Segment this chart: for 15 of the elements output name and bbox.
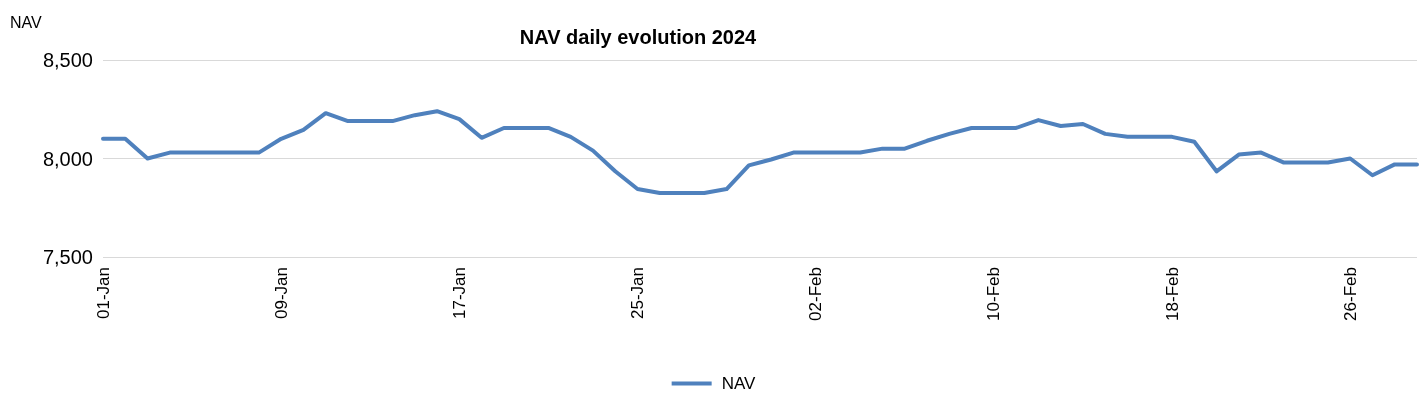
y-axis-title: NAV xyxy=(10,13,43,31)
legend-label: NAV xyxy=(721,374,757,393)
x-tick-label: 25-Jan xyxy=(628,267,648,319)
x-tick-label: 01-Jan xyxy=(93,267,113,319)
x-tick-label: 02-Feb xyxy=(806,267,826,321)
line-series xyxy=(101,109,1419,195)
y-tick-label: 8,000 xyxy=(42,147,93,170)
x-tick-label: 09-Jan xyxy=(271,267,291,319)
x-tick-label: 26-Feb xyxy=(1340,267,1360,321)
x-tick-label: 10-Feb xyxy=(984,267,1004,321)
y-tick-label: 7,500 xyxy=(42,246,93,268)
chart-title: NAV daily evolution 2024 xyxy=(519,26,758,48)
x-tick-label: 18-Feb xyxy=(1162,267,1182,321)
x-tick-label: 17-Jan xyxy=(449,267,469,319)
y-tick-label: 8,500 xyxy=(42,49,93,71)
